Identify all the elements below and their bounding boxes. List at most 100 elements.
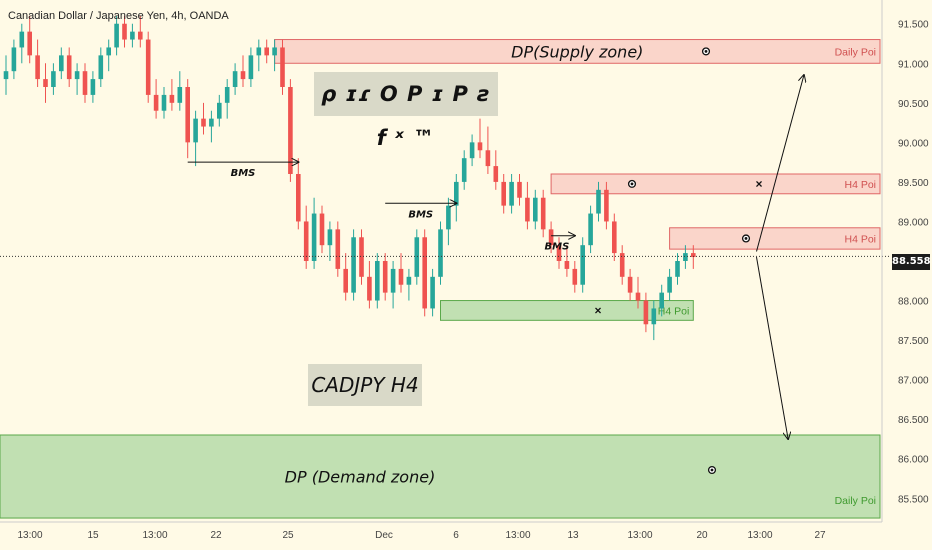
candle[interactable] [469, 142, 475, 159]
candle[interactable] [114, 23, 119, 48]
candle[interactable] [540, 197, 546, 230]
candle[interactable] [90, 79, 96, 95]
candle[interactable] [303, 221, 309, 261]
candle[interactable] [130, 31, 135, 40]
candle[interactable] [296, 174, 301, 222]
candle[interactable] [248, 55, 254, 80]
x-tick-label: 20 [696, 530, 708, 541]
candle[interactable] [564, 261, 570, 269]
candle[interactable] [461, 158, 467, 182]
candle[interactable] [643, 300, 649, 325]
zone-supply-2[interactable] [669, 227, 881, 250]
candle[interactable] [209, 118, 214, 127]
candle[interactable] [106, 47, 111, 56]
candle[interactable] [454, 181, 459, 206]
candle[interactable] [375, 261, 380, 301]
y-tick-label: 90.000 [898, 138, 929, 149]
candle[interactable] [82, 71, 88, 95]
candle[interactable] [556, 245, 562, 261]
candle[interactable] [280, 47, 285, 87]
candle[interactable] [659, 292, 664, 309]
candle[interactable] [256, 47, 262, 56]
candle[interactable] [51, 71, 56, 87]
candle[interactable] [240, 71, 246, 80]
candle[interactable] [612, 221, 617, 254]
candle[interactable] [74, 71, 80, 80]
candle[interactable] [382, 261, 388, 293]
candle[interactable] [351, 237, 356, 293]
candle[interactable] [217, 102, 222, 119]
zone-demand-3[interactable] [440, 300, 694, 321]
candle[interactable] [619, 253, 625, 277]
candle[interactable] [509, 181, 514, 206]
candle[interactable] [138, 31, 143, 40]
candle[interactable] [27, 31, 32, 56]
candle[interactable] [343, 268, 348, 293]
candle[interactable] [596, 189, 601, 214]
candle[interactable] [635, 292, 641, 301]
candle[interactable] [161, 94, 167, 111]
candle[interactable] [122, 23, 127, 40]
candle[interactable] [604, 189, 609, 222]
bms-label: BMS [231, 168, 256, 179]
candle[interactable] [367, 276, 372, 301]
candle[interactable] [667, 276, 672, 293]
candle[interactable] [651, 308, 657, 325]
zone-tag: H4 Poi [844, 179, 876, 191]
candle[interactable] [485, 150, 491, 167]
candle[interactable] [430, 276, 435, 309]
candle[interactable] [493, 166, 499, 182]
candle[interactable] [335, 229, 341, 269]
candle[interactable] [548, 229, 554, 246]
candle[interactable] [533, 197, 538, 222]
candle[interactable] [35, 55, 40, 80]
candle[interactable] [201, 118, 206, 127]
candle[interactable] [525, 197, 530, 222]
candle[interactable] [359, 237, 364, 277]
candle[interactable] [153, 94, 159, 111]
candle[interactable] [414, 237, 420, 277]
candle[interactable] [288, 87, 293, 174]
candle[interactable] [691, 253, 696, 258]
candle[interactable] [224, 87, 230, 103]
candle[interactable] [438, 229, 443, 277]
candle[interactable] [98, 55, 104, 80]
brand-watermark: ρ ɪɾ O P ɪ P ƨ f ˣ ™ [314, 72, 498, 150]
candle[interactable] [232, 71, 238, 87]
zone-supply-1[interactable] [550, 173, 881, 195]
y-tick-label: 87.000 [898, 376, 929, 387]
candle[interactable] [572, 268, 578, 285]
candle[interactable] [177, 87, 183, 103]
candle[interactable] [43, 79, 48, 87]
candle[interactable] [627, 276, 633, 293]
candle[interactable] [446, 205, 451, 230]
candle[interactable] [311, 213, 317, 261]
candle[interactable] [580, 245, 585, 285]
candle[interactable] [3, 71, 9, 80]
candle[interactable] [169, 94, 175, 103]
candle[interactable] [517, 181, 522, 198]
candle[interactable] [264, 47, 269, 56]
candle[interactable] [675, 261, 680, 277]
candle[interactable] [272, 47, 277, 56]
candle[interactable] [327, 229, 333, 246]
candle[interactable] [683, 253, 688, 261]
candle[interactable] [588, 213, 593, 246]
candle[interactable] [406, 276, 412, 285]
candle[interactable] [59, 55, 64, 72]
zone-demand-4[interactable] [0, 434, 881, 519]
candle[interactable] [145, 39, 151, 95]
candle[interactable] [319, 213, 325, 246]
candle[interactable] [11, 47, 17, 72]
candle[interactable] [477, 142, 483, 151]
candle[interactable] [185, 87, 190, 143]
candle[interactable] [193, 118, 198, 143]
candle[interactable] [398, 268, 404, 285]
candle[interactable] [66, 55, 72, 80]
candle[interactable] [19, 31, 25, 48]
candle[interactable] [422, 237, 427, 309]
candle[interactable] [501, 181, 506, 206]
candle[interactable] [390, 268, 396, 293]
chart-title: Canadian Dollar / Japanese Yen, 4h, OAND… [8, 10, 229, 22]
